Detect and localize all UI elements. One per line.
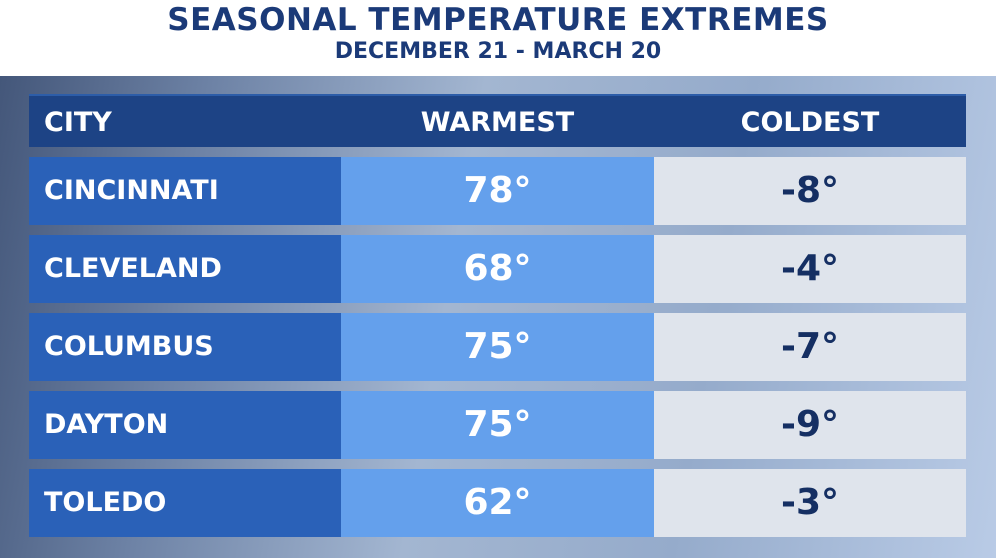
- table-row: COLUMBUS 75° -7°: [29, 313, 966, 381]
- coldest-cell: -8°: [654, 157, 966, 225]
- table-row: DAYTON 75° -9°: [29, 391, 966, 459]
- table-row: CINCINNATI 78° -8°: [29, 157, 966, 225]
- warmest-cell: 62°: [341, 469, 654, 537]
- city-cell: COLUMBUS: [29, 313, 341, 381]
- column-header-coldest: COLDEST: [740, 107, 880, 138]
- table-row: CLEVELAND 68° -4°: [29, 235, 966, 303]
- warmest-cell: 78°: [341, 157, 654, 225]
- temperature-table: CITY WARMEST COLDEST CINCINNATI 78° -8° CLE…: [0, 76, 996, 558]
- coldest-cell: -9°: [654, 391, 966, 459]
- city-cell: CINCINNATI: [29, 157, 341, 225]
- chart-subtitle: DECEMBER 21 - MARCH 20: [334, 39, 662, 64]
- warmest-cell: 68°: [341, 235, 654, 303]
- column-header-warmest: WARMEST: [420, 107, 575, 138]
- coldest-cell: -3°: [654, 469, 966, 537]
- table-header-row: CITY WARMEST COLDEST: [29, 94, 966, 147]
- warmest-cell: 75°: [341, 391, 654, 459]
- coldest-cell: -7°: [654, 313, 966, 381]
- city-cell: TOLEDO: [29, 469, 341, 537]
- table-row: TOLEDO 62° -3°: [29, 469, 966, 537]
- coldest-cell: -4°: [654, 235, 966, 303]
- city-cell: CLEVELAND: [29, 235, 341, 303]
- warmest-cell: 75°: [341, 313, 654, 381]
- chart-title: SEASONAL TEMPERATURE EXTREMES: [167, 2, 829, 38]
- graphic-header: SEASONAL TEMPERATURE EXTREMES DECEMBER 2…: [0, 0, 996, 76]
- city-cell: DAYTON: [29, 391, 341, 459]
- column-header-city: CITY: [44, 107, 112, 138]
- table-panel: CITY WARMEST COLDEST CINCINNATI 78° -8° CLE…: [0, 76, 996, 558]
